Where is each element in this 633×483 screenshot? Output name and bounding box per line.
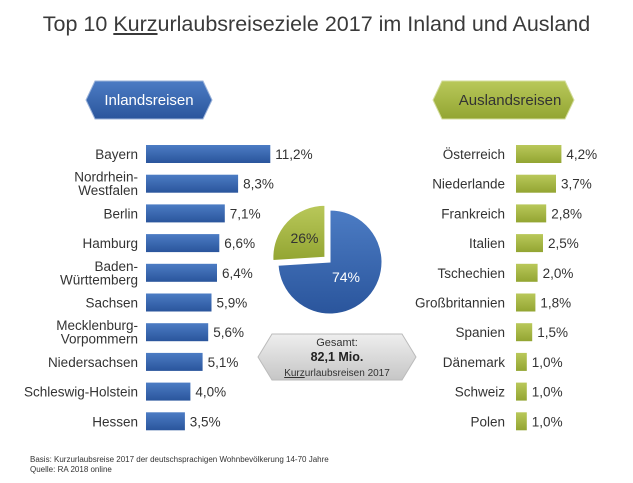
ausland-bar — [516, 234, 543, 253]
inland-value-label: 7,1% — [230, 206, 261, 221]
ausland-value-label: 2,0% — [543, 266, 574, 281]
ausland-category-label: Dänemark — [443, 355, 506, 370]
inland-category-label: Sachsen — [85, 296, 138, 311]
ausland-bars: 4,2% Österreich 3,7% Niederlande 2,8% Frankre… — [415, 145, 597, 431]
ausland-badge-label: Auslandsreisen — [459, 92, 562, 109]
inland-value-label: 4,0% — [195, 385, 226, 400]
inland-value-label: 5,9% — [217, 296, 248, 311]
inland-bar — [146, 204, 225, 223]
inland-value-label: 11,2% — [275, 147, 312, 162]
pie-chart: 74% 26% — [272, 204, 383, 315]
inland-bar — [146, 323, 209, 342]
total-label: Gesamt: — [316, 337, 358, 349]
inland-bar — [146, 174, 239, 193]
inland-value-label: 6,4% — [222, 266, 253, 281]
inland-bar — [146, 382, 191, 401]
inland-category-label: Hamburg — [82, 236, 138, 251]
ausland-bar — [516, 204, 547, 223]
ausland-bar — [516, 263, 538, 282]
ausland-category-label: Schweiz — [455, 385, 506, 400]
ausland-badge: Auslandsreisen — [432, 80, 575, 120]
ausland-category-label: Italien — [469, 236, 505, 251]
inland-bar — [146, 412, 185, 431]
total-badge: Gesamt: 82,1 Mio. Kurzurlaubsreisen 2017 — [257, 333, 417, 381]
ausland-bar — [516, 382, 527, 401]
ausland-bar — [516, 174, 556, 193]
footnote-basis: Basis: Kurzurlaubsreise 2017 der deutsch… — [30, 455, 329, 464]
pie-label-inland: 74% — [332, 269, 360, 285]
ausland-category-label: Großbritannien — [415, 296, 505, 311]
inland-bar — [146, 145, 271, 163]
ausland-value-label: 1,0% — [532, 385, 563, 400]
total-caption: Kurzurlaubsreisen 2017 — [284, 368, 390, 379]
ausland-bar — [516, 293, 536, 312]
inland-bar — [146, 234, 220, 253]
inland-badge: Inlandsreisen — [85, 80, 213, 120]
ausland-category-label: Spanien — [455, 325, 505, 340]
ausland-bar — [516, 412, 527, 431]
pie-slice-ausland — [272, 204, 326, 262]
inland-value-label: 8,3% — [243, 177, 274, 192]
inland-bars: 11,2% Bayern 8,3% Nordrhein-Westfalen 7,1% Be… — [24, 145, 313, 431]
ausland-bar — [516, 145, 562, 163]
inland-category-label: Niedersachsen — [48, 355, 138, 370]
inland-category-label: Bayern — [95, 147, 138, 162]
footnote-source: Quelle: RA 2018 online — [30, 465, 112, 474]
inland-category-label: Nordrhein-Westfalen — [74, 170, 138, 199]
inland-category-label: Berlin — [103, 206, 138, 221]
ausland-category-label: Tschechien — [437, 266, 505, 281]
inland-value-label: 5,1% — [208, 355, 239, 370]
ausland-bar — [516, 352, 527, 371]
inland-value-label: 5,6% — [213, 325, 244, 340]
ausland-category-label: Frankreich — [441, 206, 505, 221]
chart-title: Top 10 Kurzurlaubsreiseziele 2017 im Inl… — [42, 12, 591, 36]
inland-category-label: Baden-Württemberg — [60, 259, 138, 288]
inland-bar — [146, 352, 203, 371]
inland-bar — [146, 293, 212, 312]
footnote: Basis: Kurzurlaubsreise 2017 der deutsch… — [30, 455, 329, 475]
ausland-category-label: Österreich — [443, 147, 505, 162]
ausland-category-label: Polen — [470, 414, 505, 429]
ausland-bar — [516, 323, 533, 342]
ausland-value-label: 2,5% — [548, 236, 579, 251]
total-value: 82,1 Mio. — [311, 350, 364, 364]
inland-badge-label: Inlandsreisen — [104, 92, 193, 109]
inland-category-label: Mecklenburg-Vorpommern — [56, 318, 138, 347]
inland-category-label: Schleswig-Holstein — [24, 385, 138, 400]
pie-slice-inland — [277, 209, 383, 315]
pie-label-ausland: 26% — [290, 230, 318, 246]
ausland-category-label: Niederlande — [432, 177, 505, 192]
ausland-value-label: 1,5% — [537, 325, 568, 340]
inland-value-label: 6,6% — [224, 236, 255, 251]
inland-value-label: 3,5% — [190, 414, 221, 429]
ausland-value-label: 1,0% — [532, 355, 563, 370]
ausland-value-label: 3,7% — [561, 177, 592, 192]
inland-bar — [146, 263, 217, 282]
ausland-value-label: 1,8% — [540, 296, 571, 311]
inland-category-label: Hessen — [92, 414, 138, 429]
ausland-value-label: 2,8% — [551, 206, 582, 221]
ausland-value-label: 4,2% — [566, 147, 597, 162]
ausland-value-label: 1,0% — [532, 414, 563, 429]
